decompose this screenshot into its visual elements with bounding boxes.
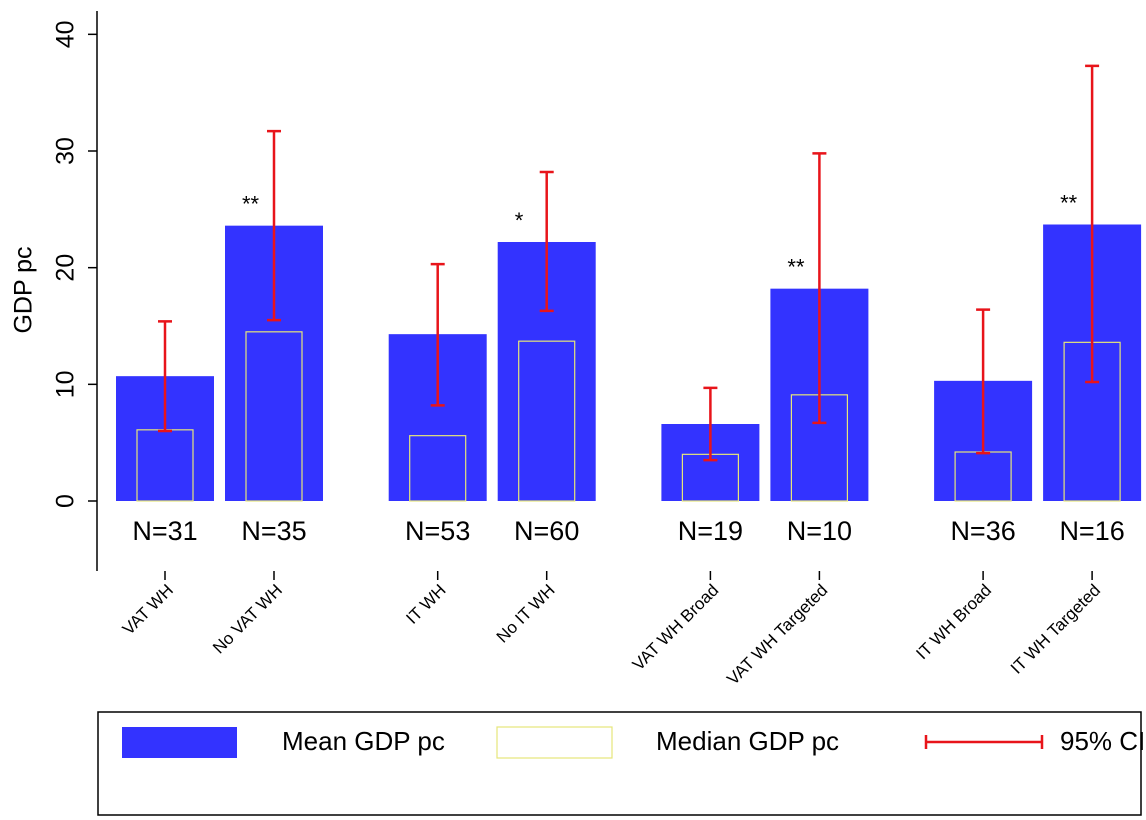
median-bar: [245, 331, 303, 502]
x-tick-label: VAT WH Broad: [629, 581, 723, 675]
error-bar: [158, 320, 172, 433]
error-bar: [539, 170, 554, 313]
legend-box: [97, 711, 1142, 816]
n-label: N=16: [1059, 516, 1124, 546]
x-tick-label: IT WH: [402, 581, 449, 628]
x-tick-label: IT WH Targeted: [1007, 581, 1104, 678]
n-label: N=36: [950, 516, 1015, 546]
legend-label: Mean GDP pc: [282, 726, 445, 756]
legend-swatch: [122, 727, 237, 758]
legend-swatch: [924, 735, 1044, 749]
n-label: N=19: [678, 516, 743, 546]
legend-label: 95% CI: [1060, 726, 1145, 756]
x-tick-label: No VAT WH: [209, 581, 286, 658]
y-tick-label: 10: [52, 370, 80, 398]
n-label: N=53: [405, 516, 470, 546]
y-tick-label: 0: [52, 494, 80, 508]
significance-label: *: [515, 208, 524, 233]
y-tick-label: 30: [52, 137, 80, 165]
error-bar: [1085, 64, 1100, 384]
x-tick-label: No IT WH: [493, 581, 559, 647]
median-bar: [409, 435, 467, 502]
median-bar: [518, 340, 576, 502]
error-bar: [267, 129, 281, 322]
n-label: N=10: [787, 516, 852, 546]
n-label: N=60: [514, 516, 579, 546]
error-bar: [976, 308, 991, 455]
legend-label: Median GDP pc: [656, 726, 839, 756]
error-bar: [812, 152, 827, 425]
n-label: N=31: [132, 516, 197, 546]
y-tick-label: 40: [52, 20, 80, 48]
x-tick-label: IT WH Broad: [912, 581, 995, 664]
significance-label: **: [787, 254, 805, 279]
significance-label: **: [1060, 190, 1078, 215]
significance-label: **: [242, 191, 260, 216]
legend-swatch: [496, 726, 613, 759]
error-bar: [703, 386, 718, 462]
y-tick-label: 20: [52, 254, 80, 282]
x-tick-label: VAT WH Targeted: [723, 581, 831, 689]
error-bar: [430, 262, 445, 407]
n-label: N=35: [241, 516, 306, 546]
y-axis-label: GDP pc: [10, 246, 38, 333]
x-tick-label: VAT WH: [119, 581, 177, 639]
